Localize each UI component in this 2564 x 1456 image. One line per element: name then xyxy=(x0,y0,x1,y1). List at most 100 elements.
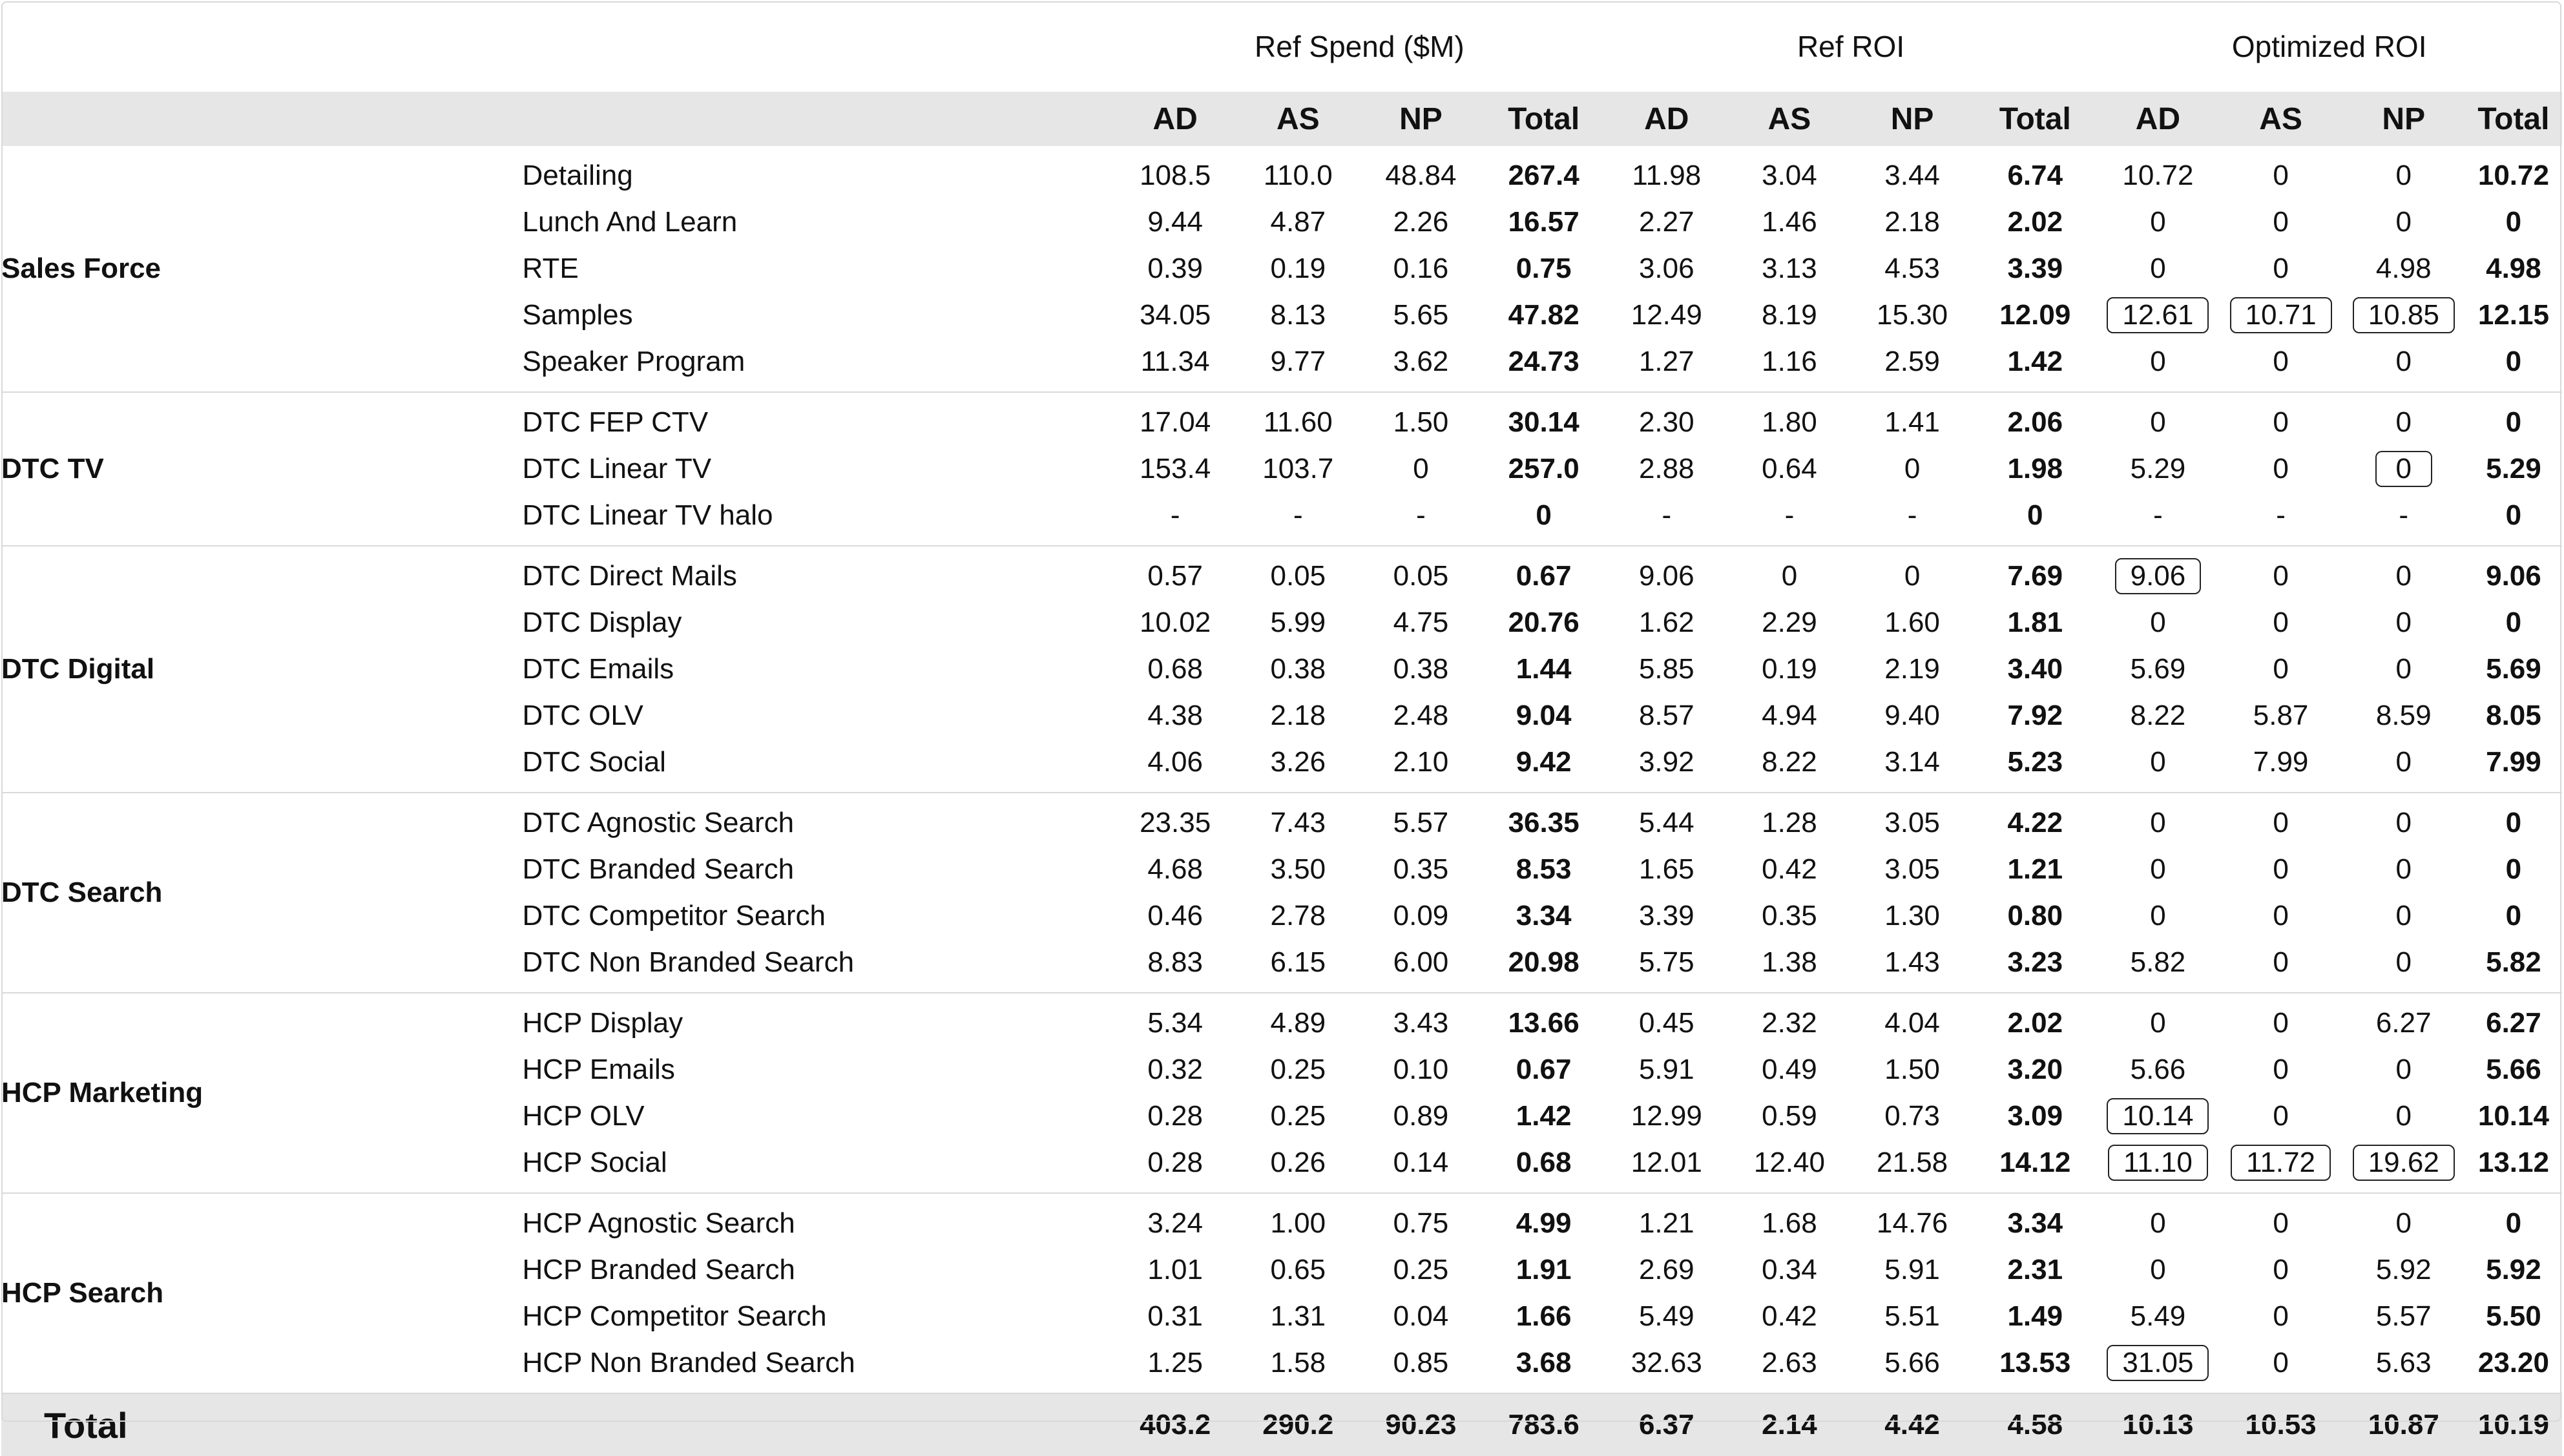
channel-name: DTC Linear TV xyxy=(522,453,712,484)
ref-roi-as-cell: 0.64 xyxy=(1762,453,1817,484)
spend-as-cell: 0.65 xyxy=(1270,1254,1326,1285)
channel-name: HCP Social xyxy=(522,1147,667,1178)
spend-np-cell: 5.65 xyxy=(1393,299,1449,331)
total-spend-total: 783.6 xyxy=(1482,1393,1605,1456)
opt-roi-ad-cell: 0 xyxy=(2150,1254,2166,1285)
spend-total-cell: 8.53 xyxy=(1516,853,1572,885)
col-header-total: Total xyxy=(1482,92,1605,146)
spend-ad-cell: 0.39 xyxy=(1147,253,1203,284)
opt-roi-np-cell: 0 xyxy=(2395,1100,2412,1132)
spend-total-cell: 0.67 xyxy=(1516,1054,1572,1085)
ref-roi-total-cell: 1.98 xyxy=(2007,453,2063,484)
spend-total-cell: 9.04 xyxy=(1516,700,1572,731)
spend-as-cell: - xyxy=(1293,499,1303,531)
ref-roi-np-cell: 9.40 xyxy=(1884,700,1940,731)
spend-as-cell: 0.05 xyxy=(1236,545,1360,599)
table-row: DTC Search DTC Agnostic Search 23.35 7.43 5.… xyxy=(1,792,2562,993)
spend-np-cell: 0.85 xyxy=(1393,1347,1449,1378)
opt-roi-as-cell: 0 xyxy=(2219,792,2342,846)
spend-as-cell: 2.18 xyxy=(1270,700,1326,731)
ref-roi-as-cell: 1.38 xyxy=(1762,946,1817,978)
table-row: HCP Non Branded Search 1.25 1.58 0.85 3.68 32… xyxy=(1,1340,2562,1393)
spend-as-cell: 4.89 xyxy=(1236,992,1360,1046)
ref-roi-ad-cell: 2.69 xyxy=(1638,1254,1694,1285)
ref-roi-np-cell: 2.19 xyxy=(1884,653,1940,685)
ref-roi-total-cell: 5.23 xyxy=(2007,746,2063,778)
spend-as-cell: 0.38 xyxy=(1270,653,1326,685)
spend-total-cell: 16.57 xyxy=(1508,206,1579,238)
col-header-np: NP xyxy=(1359,92,1483,146)
ref-roi-ad-cell: 8.57 xyxy=(1638,700,1694,731)
spend-as-cell: 6.15 xyxy=(1270,946,1326,978)
spend-np-cell: 2.48 xyxy=(1393,700,1449,731)
table-row: HCP Social 0.28 0.26 0.14 0.68 12.01 12.40 21.5… xyxy=(1,1139,2562,1193)
channel-name: HCP OLV xyxy=(522,1100,645,1132)
opt-roi-np-cell: 10.85 xyxy=(2342,292,2465,338)
highlighted-value: 12.61 xyxy=(2107,296,2209,334)
ref-roi-total-cell: 0.80 xyxy=(2007,900,2063,931)
sub-header-row: AD AS NP Total AD AS NP Total AD AS NP T… xyxy=(1,92,2562,146)
opt-roi-as-cell: 11.72 xyxy=(2220,1139,2342,1193)
opt-roi-ad-cell: 0 xyxy=(2150,853,2166,885)
spend-total-cell: 30.14 xyxy=(1482,391,1605,446)
channel-name: DTC Branded Search xyxy=(522,853,795,885)
opt-roi-ad-cell: 5.82 xyxy=(2130,946,2186,978)
spend-np-cell: 5.57 xyxy=(1359,792,1483,846)
opt-roi-np-cell: 0 xyxy=(2395,346,2412,377)
ref-roi-as-cell: 0.59 xyxy=(1762,1100,1817,1132)
table-row: HCP Competitor Search 0.31 1.31 0.04 1.66 5.4… xyxy=(1,1293,2562,1340)
table-row: Lunch And Learn 9.44 4.87 2.26 16.57 2.27 1.46… xyxy=(1,199,2562,245)
spend-as-cell: 8.13 xyxy=(1270,299,1326,331)
opt-roi-as-cell: 0 xyxy=(2273,346,2289,377)
col-header-total: Total xyxy=(1974,92,2097,146)
opt-roi-as-cell: 0 xyxy=(2219,992,2342,1046)
ref-roi-total-cell: 4.22 xyxy=(1974,792,2097,846)
section-label: HCP Marketing xyxy=(1,992,515,1193)
table-row: DTC Non Branded Search 8.83 6.15 6.00 20.98 5… xyxy=(1,939,2562,993)
section-label: HCP Search xyxy=(1,1192,515,1393)
ref-roi-as-cell: 0.42 xyxy=(1762,853,1817,885)
opt-roi-ad-cell: 0 xyxy=(2150,206,2166,238)
ref-roi-np-cell: 15.30 xyxy=(1877,299,1948,331)
channel-name: Detailing xyxy=(522,160,633,191)
ref-roi-as-cell: 2.29 xyxy=(1762,607,1817,638)
opt-roi-as-cell: 0 xyxy=(2273,1054,2289,1085)
opt-roi-total-cell: 9.06 xyxy=(2465,545,2562,599)
ref-roi-ad-cell: 3.92 xyxy=(1638,746,1694,778)
ref-roi-ad-cell: 5.44 xyxy=(1605,792,1728,846)
ref-roi-ad-cell: 11.98 xyxy=(1632,160,1702,191)
opt-roi-as-cell: 7.99 xyxy=(2253,746,2309,778)
opt-roi-np-cell: 0 xyxy=(2395,1054,2412,1085)
opt-roi-as-cell: - xyxy=(2276,499,2286,531)
ref-roi-np-cell: 5.51 xyxy=(1884,1300,1940,1332)
spend-as-cell: 2.78 xyxy=(1270,900,1326,931)
ref-roi-np-cell: 1.43 xyxy=(1884,946,1940,978)
ref-roi-as-cell: 0.42 xyxy=(1762,1300,1817,1332)
table-body: Sales Force Detailing 108.5 110.0 48.84 267.4… xyxy=(1,146,2562,1393)
ref-roi-as-cell: 1.80 xyxy=(1727,391,1851,446)
highlighted-value: 9.06 xyxy=(2114,557,2202,595)
opt-roi-total-cell: 12.15 xyxy=(2477,299,2549,331)
table-row: DTC TV DTC FEP CTV 17.04 11.60 1.50 30.14 2.30… xyxy=(1,391,2562,546)
spend-ad-cell: 1.01 xyxy=(1147,1254,1203,1285)
spend-total-cell: 3.68 xyxy=(1516,1347,1572,1378)
spend-np-cell: 1.50 xyxy=(1359,391,1483,446)
col-header-ad: AD xyxy=(1605,92,1728,146)
highlighted-value: 0 xyxy=(2375,450,2432,488)
opt-roi-as-cell: 0 xyxy=(2273,1347,2289,1378)
highlighted-value: 10.14 xyxy=(2107,1097,2209,1135)
opt-roi-np-cell: 8.59 xyxy=(2375,700,2432,731)
opt-roi-ad-cell: 9.06 xyxy=(2096,545,2220,599)
opt-roi-total-cell: 7.99 xyxy=(2486,746,2541,778)
spend-np-cell: 3.62 xyxy=(1393,346,1449,377)
highlighted-value: 11.72 xyxy=(2231,1144,2331,1181)
channel-name: DTC OLV xyxy=(522,700,643,731)
table-row: HCP Search HCP Agnostic Search 3.24 1.00 0.7… xyxy=(1,1192,2562,1393)
ref-roi-ad-cell: 5.91 xyxy=(1638,1054,1694,1085)
ref-roi-np-cell: 1.41 xyxy=(1851,391,1974,446)
opt-roi-as-cell: 0 xyxy=(2273,1300,2289,1332)
opt-roi-np-cell: 0 xyxy=(2395,900,2412,931)
section-label: DTC TV xyxy=(1,391,515,546)
channel-name: HCP Display xyxy=(514,992,1114,1046)
spend-total-cell: 3.34 xyxy=(1516,900,1572,931)
